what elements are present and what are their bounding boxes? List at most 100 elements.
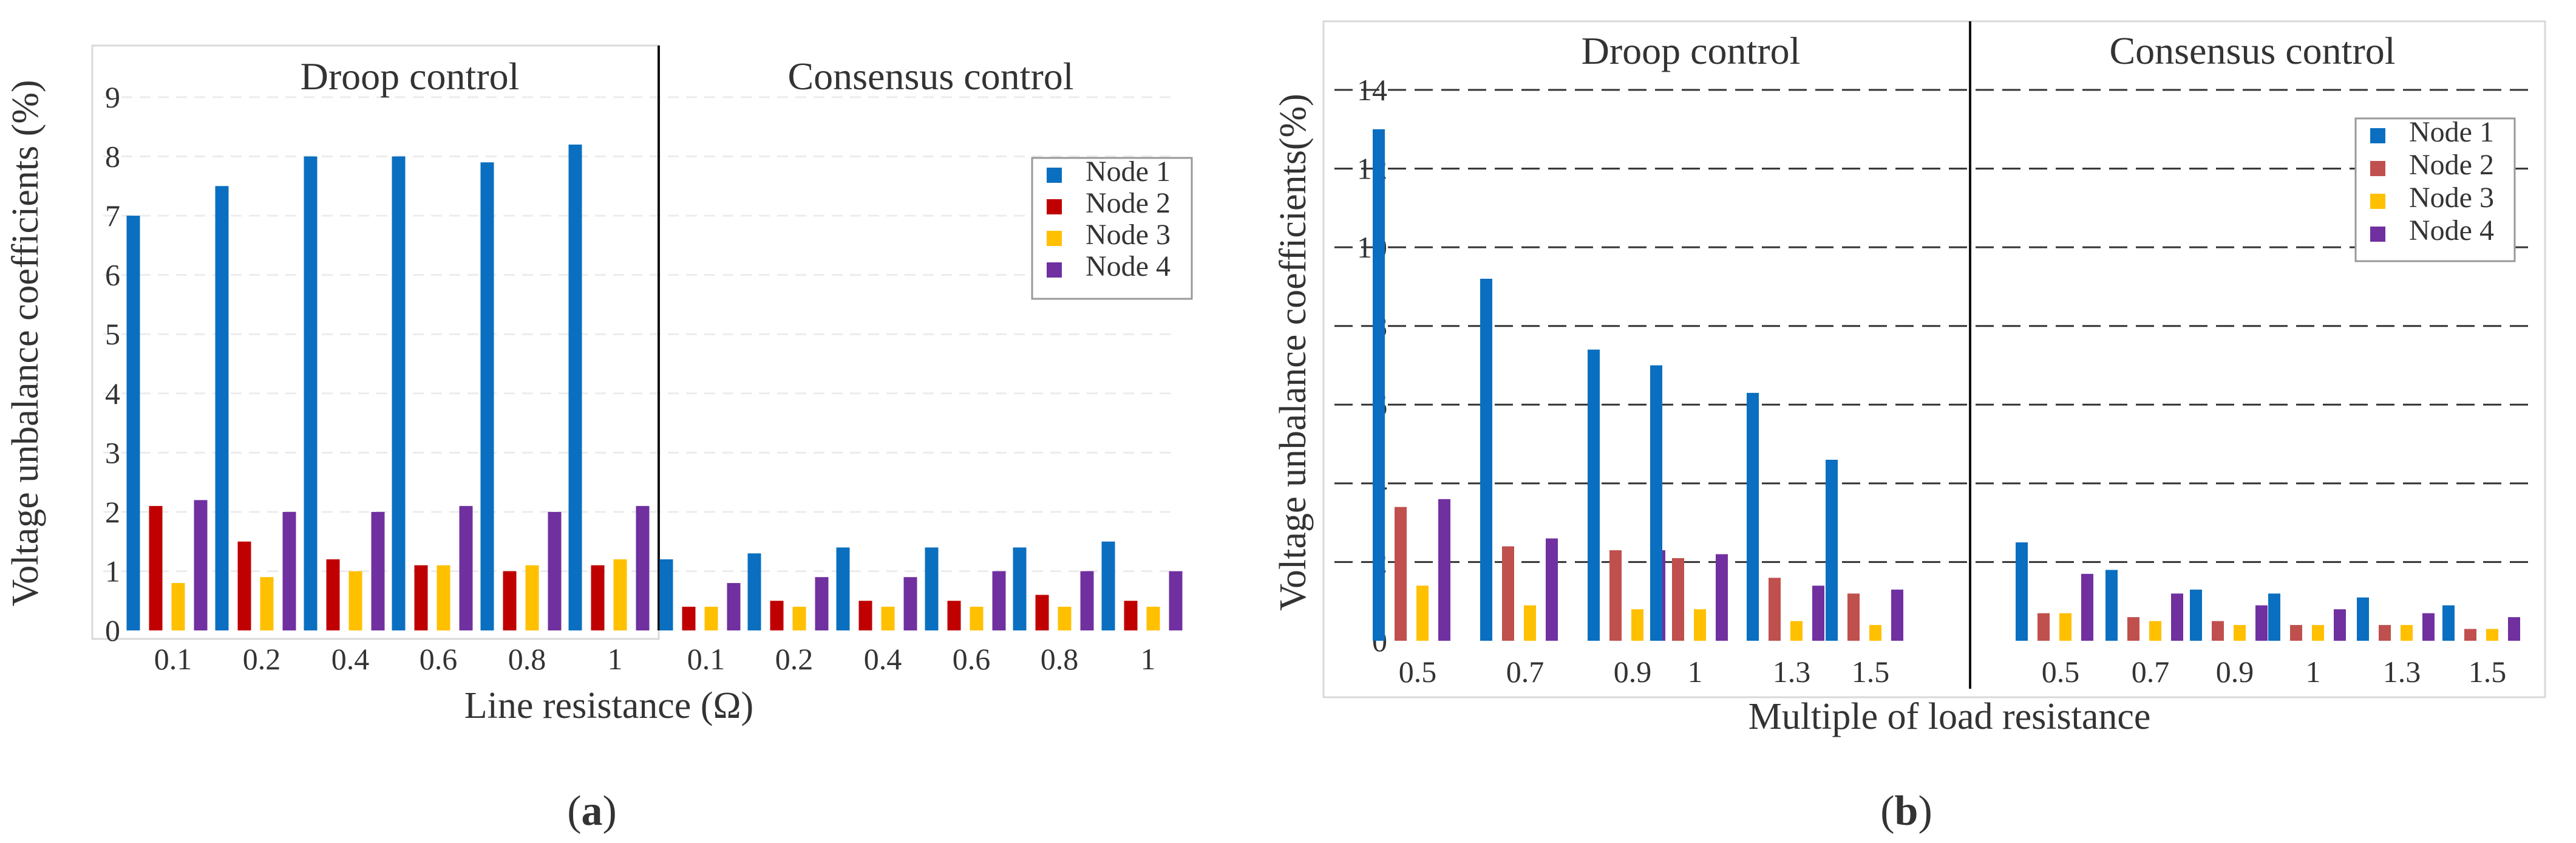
panel-a-bar	[659, 559, 673, 630]
panel-b-bar	[1438, 499, 1450, 641]
panel-b-legend-swatch	[2370, 161, 2385, 176]
panel-a-x-tick-label: 0.6	[953, 642, 991, 676]
panel-b-bar	[2255, 605, 2268, 641]
panel-a-bar	[149, 506, 163, 630]
panel-b-bar	[1747, 392, 1759, 641]
panel-a-bar	[881, 606, 895, 630]
panel-b-bar	[2105, 570, 2118, 641]
panel-b-bar	[2016, 542, 2028, 641]
panel-a-bar	[836, 547, 850, 630]
panel-a-bar	[437, 565, 450, 630]
panel-a-letter: a	[582, 788, 603, 834]
panel-a-bar	[304, 156, 318, 630]
panel-a-y-tick-label: 2	[105, 495, 120, 529]
panel-b-x-tick-label: 1.5	[1852, 655, 1890, 689]
panel-b-bar	[1502, 546, 1514, 641]
panel-a-bar	[282, 511, 296, 630]
panel-a-bar	[704, 606, 718, 630]
panel-b-legend-swatch	[2370, 128, 2385, 143]
panel-b-bar	[1650, 365, 1662, 641]
panel-a-x-tick-label: 0.2	[243, 642, 281, 676]
panel-b-bar	[1847, 593, 1860, 641]
panel-a-bar	[194, 500, 208, 630]
panel-b-bar	[2464, 629, 2476, 641]
panel-b-bar	[2059, 613, 2071, 641]
panel-a-legend-label: Node 3	[1086, 219, 1171, 251]
panel-a-bar	[237, 541, 251, 630]
panel-a-legend-swatch	[1047, 262, 1062, 278]
panel-a-y-tick-label: 8	[105, 140, 120, 174]
panel-a-section-title: Droop control	[301, 55, 520, 98]
panel-a-bar	[392, 156, 406, 630]
panel-a-bar	[1058, 606, 1072, 630]
panel-a-section-title: Consensus control	[787, 55, 1073, 98]
panel-a-y-tick-label: 9	[105, 80, 120, 114]
panel-b-legend-label: Node 2	[2409, 149, 2494, 181]
panel-a-bar	[770, 601, 784, 630]
panel-b-x-tick-label: 1.5	[2469, 655, 2507, 689]
panel-b-x-tick-label: 0.5	[1399, 655, 1437, 689]
panel-a-y-tick-label: 0	[105, 613, 120, 647]
panel-b-bar	[1588, 349, 1600, 641]
panel-a-bar	[727, 582, 741, 630]
panel-a-y-tick-label: 1	[105, 554, 120, 588]
panel-b-bar	[1631, 609, 1643, 641]
panel-b-label: (b)	[1880, 788, 1932, 834]
panel-b-bar	[2127, 617, 2139, 641]
panel-b-bar	[2234, 625, 2246, 641]
panel-a-bar	[459, 506, 473, 630]
panel-a-bar	[925, 547, 939, 630]
panel-a-legend-label: Node 1	[1086, 155, 1171, 188]
panel-b-x-axis-title: Multiple of load resistance	[1748, 696, 2151, 737]
panel-a-bar	[171, 582, 185, 630]
panel-a-legend-label: Node 2	[1086, 187, 1171, 219]
panel-a-x-tick-label: 0.4	[864, 642, 902, 676]
panel-b-x-tick-label: 1	[1688, 655, 1703, 689]
panel-b-bar	[2290, 625, 2302, 641]
panel-a-x-tick-label: 0.4	[331, 642, 370, 676]
panel-b-bar	[1672, 558, 1684, 641]
panel-b-bar	[1826, 459, 1838, 641]
panel-b-bar	[2190, 589, 2202, 641]
panel-b-y-axis-title: Voltage unbalance coefficients(%)	[1273, 94, 1314, 611]
panel-a-bar	[747, 553, 761, 630]
panel-b-bar	[2268, 593, 2280, 641]
panel-b-legend-label: Node 4	[2409, 214, 2494, 247]
panel-b-bar	[2312, 625, 2324, 641]
panel-a-bar	[992, 571, 1006, 630]
panel-b-x-tick-label: 0.5	[2042, 655, 2080, 689]
panel-b-bar	[2486, 629, 2498, 641]
panel-b-x-tick-label: 1	[2306, 655, 2321, 689]
panel-b-bar	[2037, 613, 2050, 641]
panel-a-x-tick-label: 0.6	[420, 642, 458, 676]
panel-b-legend-label: Node 1	[2409, 116, 2494, 148]
panel-a-bar	[1013, 547, 1027, 630]
panel-b-x-tick-label: 0.7	[1506, 655, 1545, 689]
panel-a-bar	[1101, 541, 1115, 630]
panel-b-bar	[2081, 573, 2093, 641]
panel-b-bar	[2422, 613, 2435, 641]
panel-a-legend-swatch	[1047, 231, 1062, 246]
panel-a-bar	[503, 571, 517, 630]
panel-b-bar	[1373, 129, 1385, 641]
panel-a-y-tick-label: 5	[105, 317, 120, 351]
panel-a-chart: 0 1 2 3 4 5 6 7 8 9 Droop control 0.1 0.2 0.4 0.6 0.8 1 C…	[5, 44, 1193, 726]
panel-b-bar	[1769, 578, 1781, 641]
panel-a-bar	[858, 601, 872, 630]
panel-a-y-tick-label: 4	[105, 377, 120, 411]
panel-a-bar	[568, 145, 582, 631]
panel-a-x-tick-label: 1	[608, 642, 623, 676]
panel-b-bar	[2401, 625, 2413, 641]
panel-b-bar	[1716, 554, 1728, 641]
panel-a-bar	[815, 577, 829, 630]
panel-a-bar	[1080, 571, 1094, 630]
panel-a-bar	[947, 601, 961, 630]
panel-b-bar	[2149, 621, 2161, 641]
panel-a-y-axis-title: Voltage unbalance coefficients (%)	[5, 80, 46, 606]
panel-b-bar	[1694, 609, 1706, 641]
panel-a-legend-swatch	[1047, 199, 1062, 214]
panel-b-section-title: Droop control	[1582, 29, 1801, 72]
panel-a-y-tick-label: 3	[105, 435, 120, 469]
